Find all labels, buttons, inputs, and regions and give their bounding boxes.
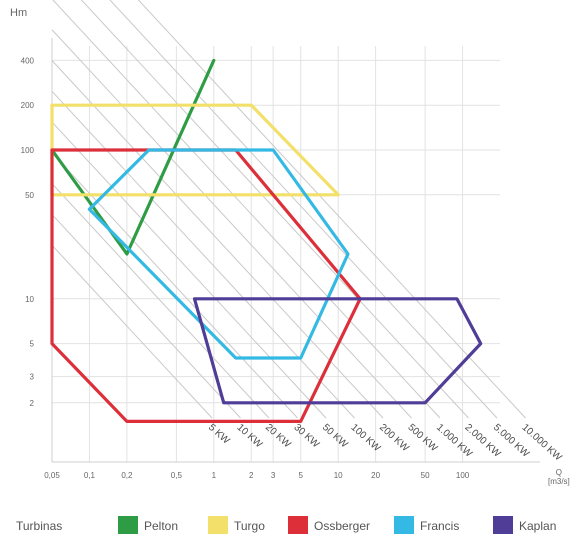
legend-label-pelton: Pelton <box>144 519 179 533</box>
x-tick-label-7: 5 <box>299 471 304 480</box>
series-layer <box>50 58 483 423</box>
power-line-label-4: 50 KW <box>320 422 350 451</box>
legend-label-francis: Francis <box>420 519 460 533</box>
power-line-label-1: 10 KW <box>234 422 264 451</box>
legend-swatch-pelton <box>118 516 138 534</box>
x-tick-label-8: 10 <box>334 471 343 480</box>
power-line-label-2: 20 KW <box>263 422 293 451</box>
power-line-2 <box>51 183 270 419</box>
series-francis <box>87 148 350 360</box>
y-tick-label-6: 200 <box>21 101 35 110</box>
legend-swatch-kaplan <box>493 516 513 534</box>
power-line-4 <box>51 121 327 419</box>
x-axis-unit: Q [m3/s] <box>548 468 570 486</box>
x-tick-label-11: 100 <box>456 471 470 480</box>
x-tick-label-1: 0,1 <box>84 471 96 480</box>
power-line-7 <box>51 29 412 419</box>
legend-label-ossberger: Ossberger <box>314 519 371 533</box>
x-tick-label-10: 50 <box>421 471 430 480</box>
power-line-label-0: 5 KW <box>206 422 232 447</box>
y-tick-label-7: 400 <box>21 56 35 65</box>
x-tick-label-2: 0,2 <box>121 471 133 480</box>
power-line-9 <box>80 0 469 419</box>
power-line-label-7: 500 KW <box>405 422 439 454</box>
legend-label-kaplan: Kaplan <box>519 519 557 533</box>
power-line-6 <box>51 60 384 419</box>
x-axis-unit-text: [m3/s] <box>548 477 570 486</box>
x-axis-label: Q <box>555 468 562 477</box>
y-tick-label-1: 3 <box>30 373 35 382</box>
y-tick-label-3: 10 <box>25 295 34 304</box>
y-tick-label-4: 50 <box>25 191 34 200</box>
y-axis-label: Hm <box>10 7 28 19</box>
power-line-label-11: 10.000 KW <box>519 422 564 464</box>
y-tick-label-0: 2 <box>30 399 35 408</box>
y-tick-label-5: 100 <box>21 146 35 155</box>
legend: Turbinas Pelton Turgo Ossberger Francis … <box>10 515 585 537</box>
axis-ticks: 0,05 0,1 0,2 0,5 1 2 3 5 10 20 50 100 2 3 5 10 50 100 200 4… <box>21 56 470 480</box>
power-line-label-3: 30 KW <box>291 422 321 451</box>
series-pelton <box>50 58 216 256</box>
legend-swatch-ossberger <box>288 516 308 534</box>
legend-swatch-turgo <box>208 516 228 534</box>
x-tick-label-5: 2 <box>249 471 254 480</box>
power-line-8 <box>52 0 441 419</box>
x-tick-label-9: 20 <box>371 471 380 480</box>
power-line-10 <box>109 0 498 419</box>
x-tick-label-6: 3 <box>271 471 276 480</box>
power-line-5 <box>51 90 355 419</box>
legend-label-turgo: Turgo <box>234 519 265 533</box>
power-line-label-6: 200 KW <box>377 422 411 454</box>
y-tick-label-2: 5 <box>30 340 35 349</box>
legend-title: Turbinas <box>16 519 63 533</box>
series-kaplan <box>192 297 483 405</box>
legend-swatch-francis <box>394 516 414 534</box>
power-line-1 <box>51 214 241 419</box>
x-tick-label-4: 1 <box>212 471 217 480</box>
power-line-11 <box>137 0 526 419</box>
power-line-3 <box>51 152 298 419</box>
power-line-0 <box>51 244 213 419</box>
x-tick-label-3: 0,5 <box>171 471 183 480</box>
power-line-label-5: 100 KW <box>348 422 382 454</box>
x-tick-label-0: 0,05 <box>44 471 60 480</box>
